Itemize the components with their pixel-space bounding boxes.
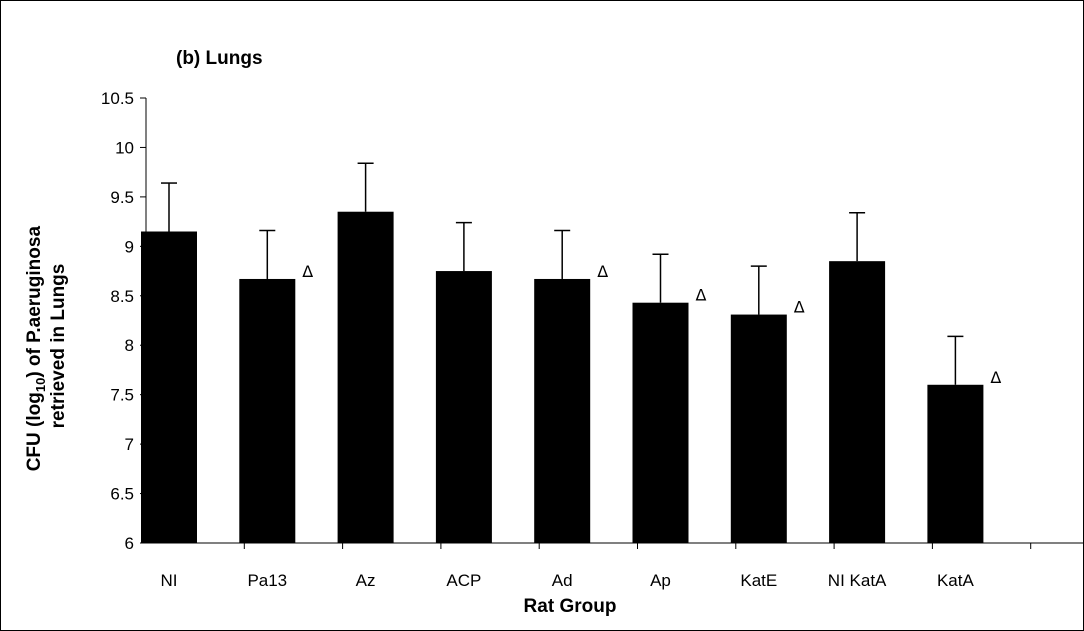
bar-pa13 bbox=[239, 278, 296, 543]
y-axis-label-line1: CFU (log10) of P.aeruginosa bbox=[24, 226, 48, 472]
bar-acp bbox=[435, 271, 492, 543]
y-tick-label: 8 bbox=[125, 336, 134, 355]
y-axis-ticks: 6 6.5 7 7.5 8 8.5 9 9.5 10 10.5 bbox=[101, 89, 146, 553]
y-axis-label-line2: retrieved in Lungs bbox=[48, 264, 69, 429]
y-tick-label: 6.5 bbox=[110, 485, 134, 504]
significance-marker: Δ bbox=[597, 262, 608, 281]
y-axis-label-pre: CFU (log bbox=[24, 392, 45, 471]
y-tick-label: 7 bbox=[125, 435, 134, 454]
y-tick-label: 10.5 bbox=[101, 89, 134, 108]
error-bars bbox=[161, 162, 964, 385]
significance-markers: Δ Δ Δ Δ Δ bbox=[302, 262, 1001, 387]
bar-kata bbox=[927, 384, 984, 543]
y-axis-label: CFU (log10) of P.aeruginosa retrieved in… bbox=[24, 221, 69, 472]
bar-ni-kata bbox=[829, 261, 886, 543]
significance-marker: Δ bbox=[302, 262, 313, 281]
y-axis-label-subscript: 10 bbox=[33, 378, 48, 392]
significance-marker: Δ bbox=[696, 286, 707, 305]
bars bbox=[141, 211, 984, 543]
x-tick-label: NI KatA bbox=[828, 571, 887, 590]
chart-title: (b) Lungs bbox=[176, 48, 263, 69]
y-axis-label-post: ) of P.aeruginosa bbox=[24, 226, 45, 378]
y-tick-label: 9.5 bbox=[110, 188, 134, 207]
x-tick-label: Az bbox=[356, 571, 376, 590]
bar-az bbox=[337, 211, 394, 543]
bar-ap bbox=[632, 302, 689, 543]
y-tick-label: 8.5 bbox=[110, 287, 134, 306]
x-tick-label: ACP bbox=[446, 571, 481, 590]
x-tick-label: Ad bbox=[552, 571, 573, 590]
x-axis-label: Rat Group bbox=[524, 596, 617, 617]
x-tick-label: Pa13 bbox=[247, 571, 287, 590]
bar-ad bbox=[534, 278, 591, 543]
bar-kate bbox=[730, 314, 787, 543]
significance-marker: Δ bbox=[990, 368, 1001, 387]
bar-ni bbox=[141, 231, 197, 543]
x-tick-label: KatA bbox=[937, 571, 975, 590]
significance-marker: Δ bbox=[794, 298, 805, 317]
x-tick-label: NI bbox=[161, 571, 178, 590]
y-tick-label: 9 bbox=[125, 237, 134, 256]
x-tick-label: Ap bbox=[650, 571, 671, 590]
y-tick-label: 7.5 bbox=[110, 386, 134, 405]
y-tick-label: 10 bbox=[115, 138, 134, 157]
y-tick-label: 6 bbox=[125, 534, 134, 553]
x-axis-ticks: NI Pa13 Az ACP Ad Ap KatE NI KatA KatA bbox=[161, 543, 1032, 590]
x-tick-label: KatE bbox=[740, 571, 777, 590]
